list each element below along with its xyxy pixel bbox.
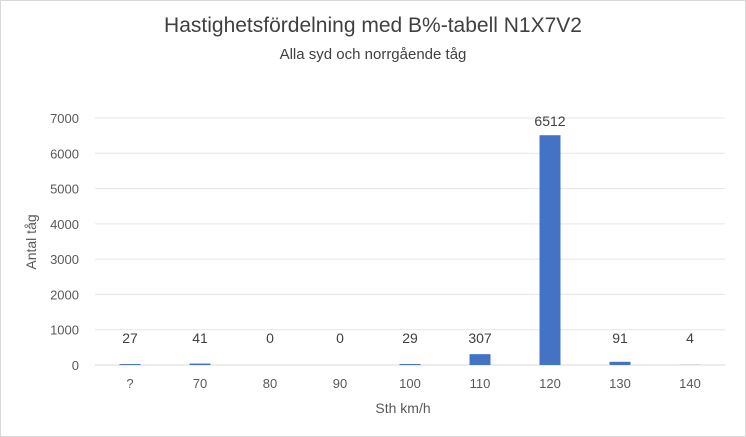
y-tick-label: 5000	[50, 182, 79, 197]
x-tick-label: 90	[333, 376, 347, 391]
x-tick-label: 110	[470, 376, 491, 391]
bar-110	[469, 354, 491, 365]
data-label: 29	[402, 330, 418, 346]
y-axis-ticks: 0 1000 2000 3000 4000 5000 6000 7000	[50, 111, 79, 373]
data-labels: 27 41 0 0 29 307 6512 91 4	[122, 113, 694, 346]
data-label: 91	[612, 330, 628, 346]
bar-?	[119, 364, 141, 365]
y-tick-label: 7000	[50, 111, 79, 126]
data-label: 27	[122, 330, 138, 346]
x-tick-label: 120	[539, 376, 561, 391]
y-tick-label: 6000	[50, 146, 79, 161]
gridlines	[95, 117, 725, 366]
data-label: 0	[266, 330, 274, 346]
bar-130	[609, 361, 631, 365]
y-tick-label: 2000	[50, 287, 79, 302]
x-tick-label: 140	[679, 376, 701, 391]
x-axis-title: Sth km/h	[375, 400, 430, 416]
y-tick-label: 0	[72, 358, 79, 373]
y-tick-label: 3000	[50, 252, 79, 267]
data-label: 6512	[534, 113, 565, 129]
bar-120	[539, 135, 561, 365]
x-axis-ticks: ? 70 80 90 100 110 120 130 140	[126, 376, 700, 391]
bar-70	[189, 363, 211, 365]
bar-100	[399, 363, 421, 365]
data-label: 0	[336, 330, 344, 346]
y-axis-title: Antal tåg	[23, 214, 39, 269]
chart-title: Hastighetsfördelning med B%-tabell N1X7V…	[164, 14, 582, 37]
x-tick-label: ?	[126, 376, 133, 391]
x-tick-label: 130	[609, 376, 631, 391]
chart-subtitle: Alla syd och norrgående tåg	[279, 46, 467, 63]
x-tick-label: 70	[193, 376, 207, 391]
y-tick-label: 4000	[50, 217, 79, 232]
x-tick-label: 80	[263, 376, 277, 391]
bars	[119, 135, 701, 365]
data-label: 307	[468, 330, 492, 346]
y-tick-label: 1000	[50, 323, 79, 338]
x-tick-label: 100	[399, 376, 421, 391]
data-label: 41	[192, 330, 208, 346]
data-label: 4	[686, 330, 694, 346]
